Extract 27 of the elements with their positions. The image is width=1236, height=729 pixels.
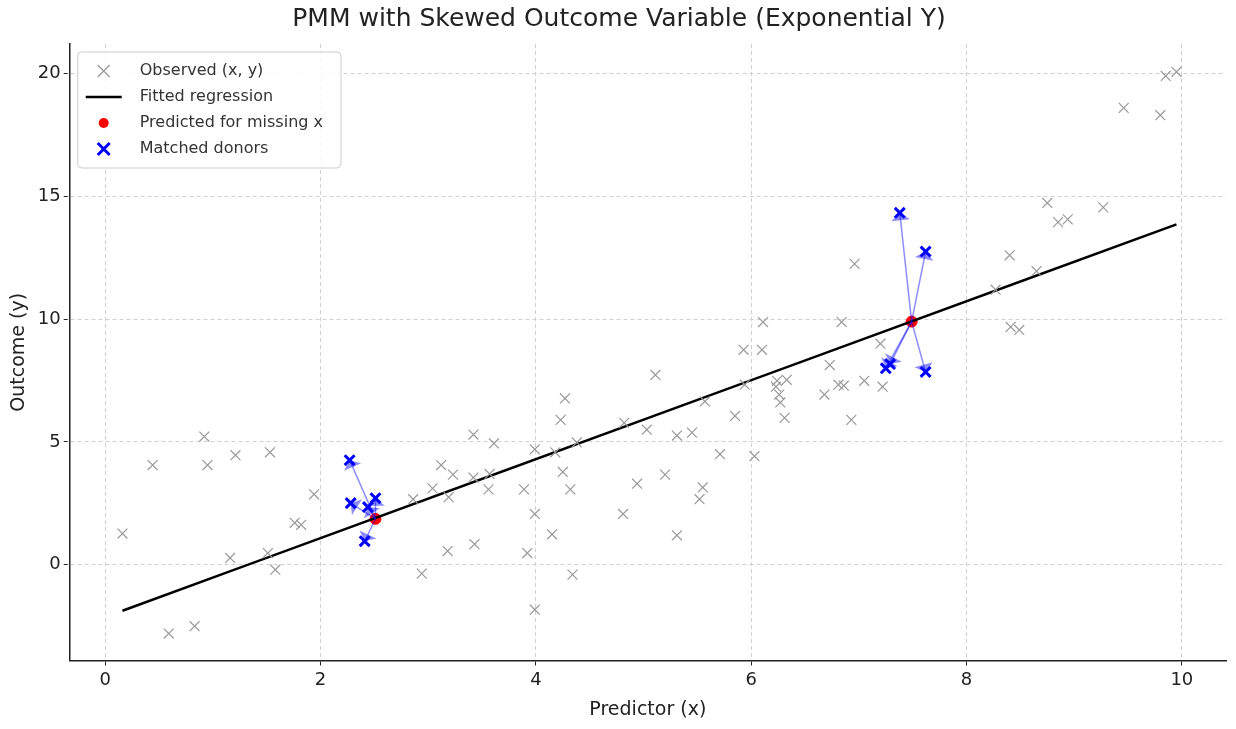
x-tick-label: 0: [99, 668, 111, 690]
point: [343, 453, 357, 467]
point: [919, 245, 933, 259]
point: [361, 500, 375, 514]
x-tick-label: 2: [314, 668, 327, 690]
x-tick-label: 10: [1170, 668, 1194, 690]
legend-label: Predicted for missing x: [139, 112, 323, 132]
y-tick-label: 5: [49, 429, 61, 451]
y-tick-label: 0: [49, 552, 61, 574]
y-tick-label: 15: [37, 183, 61, 205]
legend-label: Matched donors: [139, 138, 269, 158]
point: [879, 361, 893, 375]
point: [919, 365, 933, 379]
point: [344, 496, 358, 510]
point: [369, 491, 382, 505]
x-tick-label: 8: [960, 668, 973, 690]
y-tick-label: 10: [37, 306, 61, 328]
chart-title: PMM with Skewed Outcome Variable (Exponential Y): [292, 2, 946, 32]
x-tick-label: 4: [530, 668, 542, 690]
point: [893, 206, 907, 220]
legend-label: Observed (x, y): [139, 60, 264, 80]
legend-label: Fitted regression: [139, 86, 274, 106]
y-axis-title: Outcome (y): [6, 292, 29, 412]
point: [358, 534, 372, 548]
y-tick-label: 20: [37, 61, 61, 83]
x-tick-label: 6: [745, 668, 757, 690]
x-axis-title: Predictor (x): [589, 696, 707, 719]
